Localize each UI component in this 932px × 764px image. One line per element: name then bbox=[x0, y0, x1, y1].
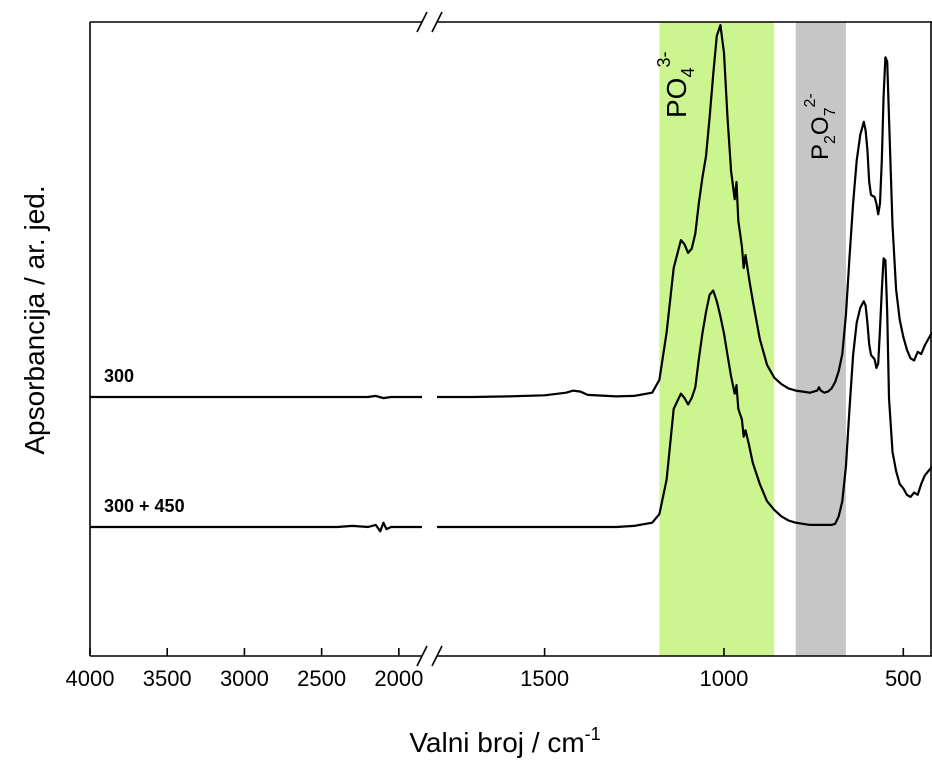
x-axis-label: Valni broj / cm-1 bbox=[409, 724, 600, 758]
axis-frame bbox=[89, 11, 932, 667]
break-mark-0-a bbox=[416, 11, 428, 33]
x-tick-label: 3500 bbox=[143, 666, 192, 691]
x-axis-label-sup: -1 bbox=[585, 724, 601, 744]
x-tick-label: 3000 bbox=[220, 666, 269, 691]
x-tick-label: 500 bbox=[885, 666, 922, 691]
series-line-1-seg-1 bbox=[437, 257, 932, 529]
x-tick-label: 2000 bbox=[374, 666, 423, 691]
break-mark-1-a bbox=[416, 645, 428, 667]
break-mark-1-b bbox=[431, 645, 443, 667]
series-label-300-450: 300 + 450 bbox=[104, 496, 185, 516]
x-tick-label: 4000 bbox=[66, 666, 115, 691]
x-tick-label: 1000 bbox=[699, 666, 748, 691]
band-label-p2o7: P2O72- bbox=[802, 93, 839, 160]
tick-labels: 4000 3500 3000 2500 2000 1500 1000 500 bbox=[66, 648, 922, 691]
band-label-po4: PO43- bbox=[654, 52, 698, 119]
series-label-300: 300 bbox=[104, 366, 134, 386]
band-po4 bbox=[659, 22, 775, 656]
series-line-1-seg-0 bbox=[90, 521, 422, 533]
band-p2o7 bbox=[795, 22, 846, 656]
break-mark-0-b bbox=[431, 11, 443, 33]
bands-layer bbox=[659, 22, 846, 656]
series-line-0-seg-0 bbox=[90, 394, 422, 400]
series-layer bbox=[90, 24, 932, 533]
x-tick-label: 1500 bbox=[520, 666, 569, 691]
y-axis-label: Apsorbancija / ar. jed. bbox=[19, 185, 50, 454]
x-tick-label: 2500 bbox=[297, 666, 346, 691]
series-line-0-seg-1 bbox=[437, 24, 932, 399]
